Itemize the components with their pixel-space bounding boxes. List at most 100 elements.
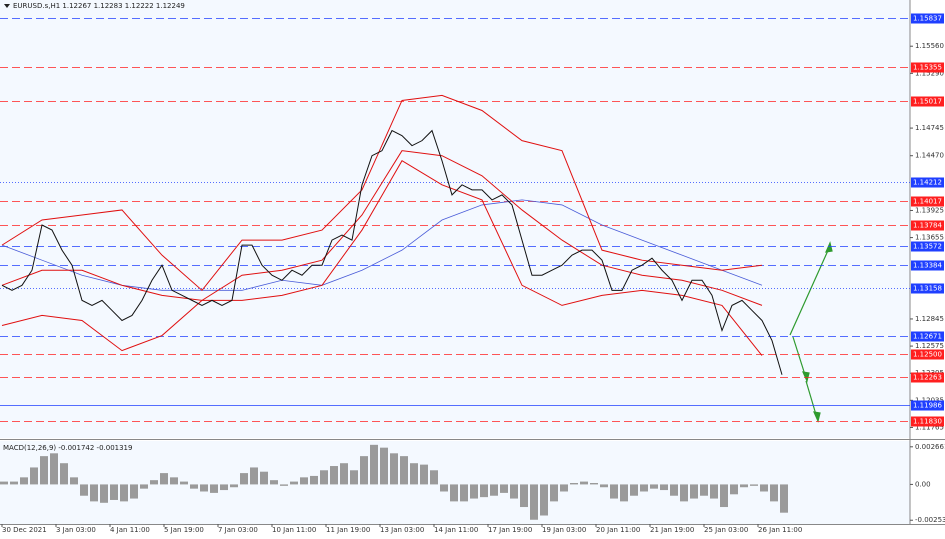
y-tick-label: 1.13655 xyxy=(915,234,944,242)
macd-bar xyxy=(240,473,248,485)
level-label: 1.13384 xyxy=(913,262,942,270)
x-tick-label: 30 Dec 2021 xyxy=(2,526,47,534)
arrow-down xyxy=(792,336,807,379)
macd-bar xyxy=(530,484,538,520)
macd-bar xyxy=(110,484,118,500)
x-tick-label: 11 Jan 19:00 xyxy=(326,526,370,534)
x-tick-label: 14 Jan 11:00 xyxy=(434,526,478,534)
macd-bar xyxy=(320,470,328,485)
y-tick-label: 0.002661 xyxy=(915,443,945,451)
bollinger-middle xyxy=(1,150,763,306)
macd-bar xyxy=(550,484,558,502)
x-tick-label: 5 Jan 19:00 xyxy=(164,526,204,534)
x-tick-label: 3 Jan 03:00 xyxy=(56,526,96,534)
macd-bar xyxy=(760,484,768,492)
level-label: 1.13784 xyxy=(913,222,942,230)
macd-bar xyxy=(80,484,88,496)
macd-bar xyxy=(100,484,108,503)
level-label: 1.14017 xyxy=(913,198,942,206)
macd-bar xyxy=(280,484,288,486)
macd-bar xyxy=(340,463,348,485)
x-tick-label: 20 Jan 11:00 xyxy=(596,526,640,534)
macd-bar xyxy=(410,463,418,485)
arrow-head xyxy=(824,241,833,253)
level-label: 1.11986 xyxy=(913,402,942,410)
level-label: 1.15017 xyxy=(913,98,942,106)
macd-bar xyxy=(200,484,208,492)
macd-bar xyxy=(260,471,268,485)
price-panel-bg xyxy=(0,0,910,438)
macd-bar xyxy=(40,456,48,485)
macd-bar xyxy=(10,481,18,485)
level-label-box xyxy=(911,349,944,360)
macd-bar xyxy=(660,484,668,491)
macd-bar xyxy=(140,484,148,489)
level-label: 1.12500 xyxy=(913,351,942,359)
level-label-box xyxy=(911,283,944,294)
y-tick-label: 1.13925 xyxy=(915,206,944,214)
macd-bar xyxy=(700,484,708,496)
macd-bar xyxy=(710,484,718,499)
macd-bar xyxy=(310,475,318,485)
macd-bar xyxy=(730,484,738,495)
y-tick-label: 1.15560 xyxy=(915,42,944,50)
level-label-box xyxy=(911,13,944,24)
macd-bar xyxy=(430,470,438,485)
level-label: 1.12671 xyxy=(913,333,942,341)
x-tick-label: 17 Jan 19:00 xyxy=(488,526,532,534)
level-label: 1.11830 xyxy=(913,418,942,426)
x-tick-label: 21 Jan 19:00 xyxy=(650,526,694,534)
level-label-box xyxy=(911,400,944,411)
level-label-box xyxy=(911,196,944,207)
x-tick-label: 4 Jan 11:00 xyxy=(110,526,150,534)
macd-bar xyxy=(160,473,168,485)
macd-bar xyxy=(440,484,448,492)
macd-bar xyxy=(470,484,478,499)
macd-bar xyxy=(290,481,298,485)
macd-bar xyxy=(780,484,788,513)
macd-bar xyxy=(500,484,508,493)
y-tick-label: 1.12575 xyxy=(915,342,944,350)
macd-bar xyxy=(250,467,258,485)
level-label: 1.12263 xyxy=(913,374,942,382)
macd-bar xyxy=(620,484,628,502)
macd-bar xyxy=(650,484,658,489)
level-label: 1.13158 xyxy=(913,285,942,293)
y-tick-label: 1.11765 xyxy=(915,423,944,431)
x-tick-label: 13 Jan 03:00 xyxy=(380,526,424,534)
y-tick-label: 1.14470 xyxy=(915,152,944,160)
macd-bar xyxy=(120,484,128,502)
level-label-box xyxy=(911,241,944,252)
macd-bar xyxy=(740,484,748,488)
level-label-box xyxy=(911,220,944,231)
macd-bar xyxy=(630,484,638,496)
bollinger-upper xyxy=(1,94,763,292)
macd-bar xyxy=(360,456,368,485)
level-label-box xyxy=(911,62,944,73)
menu-triangle[interactable] xyxy=(4,4,10,8)
macd-bar xyxy=(580,481,588,485)
arrow-head xyxy=(812,411,821,423)
y-tick-label: 1.12845 xyxy=(915,315,944,323)
level-label-box xyxy=(911,260,944,271)
price-line xyxy=(1,129,783,375)
macd-bar xyxy=(720,484,728,508)
macd-bar xyxy=(20,477,28,485)
macd-bar xyxy=(270,480,278,485)
macd-bar xyxy=(420,464,428,485)
macd-bar xyxy=(490,484,498,496)
forecast-arrows xyxy=(789,241,833,423)
macd-bar xyxy=(170,477,178,485)
macd-bar xyxy=(60,463,68,485)
arrow-head xyxy=(801,371,810,383)
macd-bar xyxy=(460,484,468,502)
y-tick-label: 1.15290 xyxy=(915,69,944,77)
macd-bar xyxy=(180,481,188,485)
macd-bar xyxy=(400,456,408,485)
macd-bar xyxy=(560,484,568,492)
arrow-up xyxy=(789,245,831,336)
macd-bar xyxy=(640,484,648,492)
macd-bar xyxy=(690,484,698,499)
